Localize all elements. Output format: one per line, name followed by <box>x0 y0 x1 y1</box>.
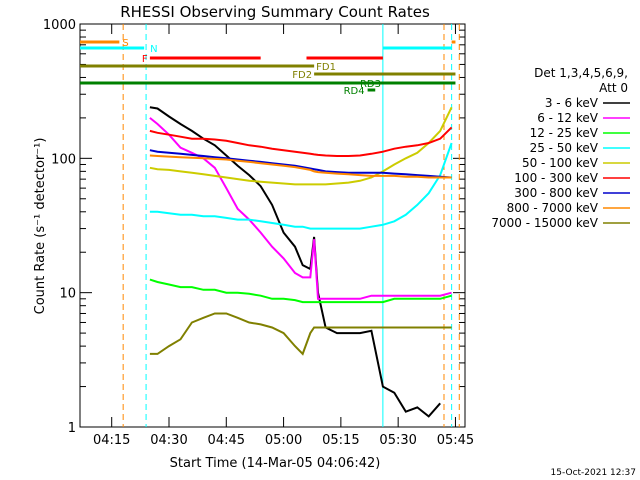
x-tick-label: 04:45 <box>208 433 245 448</box>
legend-entry-label: 6 - 12 keV <box>537 111 599 125</box>
series-line <box>149 106 441 418</box>
series-line <box>149 117 452 300</box>
x-tick-label: 05:00 <box>265 433 302 448</box>
legend-header: Det 1,3,4,5,6,9, <box>534 66 628 80</box>
vertical-markers <box>122 24 460 427</box>
y-tick-label: 1000 <box>43 18 76 33</box>
state-bar-label: FD1 <box>316 62 336 73</box>
state-bar-label: N <box>150 44 157 55</box>
legend-entry-label: 800 - 7000 keV <box>507 201 599 215</box>
y-tick-label: 10 <box>59 287 76 302</box>
series-line <box>149 312 452 356</box>
series-line <box>149 149 452 179</box>
series-line <box>149 278 452 304</box>
legend-entry-label: 100 - 300 keV <box>514 171 598 185</box>
series-line <box>149 142 453 230</box>
series-line <box>149 106 453 186</box>
series-line <box>149 126 453 157</box>
x-tick-label: 05:45 <box>437 433 474 448</box>
state-bar-label: RD3 <box>360 79 381 90</box>
x-tick-label: 04:15 <box>93 433 130 448</box>
legend-entry-label: 7000 - 15000 keV <box>491 216 598 230</box>
x-tick-label: 05:15 <box>322 433 359 448</box>
x-tick-label: 04:30 <box>150 433 187 448</box>
plot-timestamp: 15-Oct-2021 12:37 <box>551 468 636 478</box>
y-tick-label: 1 <box>68 421 76 436</box>
legend-entry-label: 3 - 6 keV <box>545 96 599 110</box>
series-lines <box>149 106 453 418</box>
y-tick-labels: 1 10 100 1000 <box>43 18 76 436</box>
x-axis-label: Start Time (14-Mar-05 04:06:42) <box>170 456 381 471</box>
state-bar-label: F <box>142 54 148 65</box>
axis-ticks <box>80 23 465 428</box>
legend-entry-label: 25 - 50 keV <box>530 141 599 155</box>
plot-frame <box>79 23 466 428</box>
state-bar-label: FD2 <box>292 70 312 81</box>
x-tick-label: 05:30 <box>379 433 416 448</box>
chart-title: RHESSI Observing Summary Count Rates <box>120 3 430 21</box>
y-axis-label: Count Rate (s⁻¹ detector⁻¹) <box>33 138 48 315</box>
legend-entry-label: 50 - 100 keV <box>522 156 599 170</box>
state-bar-label: S <box>122 38 128 49</box>
x-tick-labels: 04:15 04:30 04:45 05:00 05:15 05:30 05:45 <box>93 433 474 448</box>
legend-entry-label: 12 - 25 keV <box>530 126 599 140</box>
state-bar-label: RD4 <box>344 86 365 97</box>
legend-entry-label: 300 - 800 keV <box>514 186 598 200</box>
series-line <box>149 154 452 179</box>
legend-header: Att 0 <box>599 81 628 95</box>
y-tick-label: 100 <box>51 152 76 167</box>
